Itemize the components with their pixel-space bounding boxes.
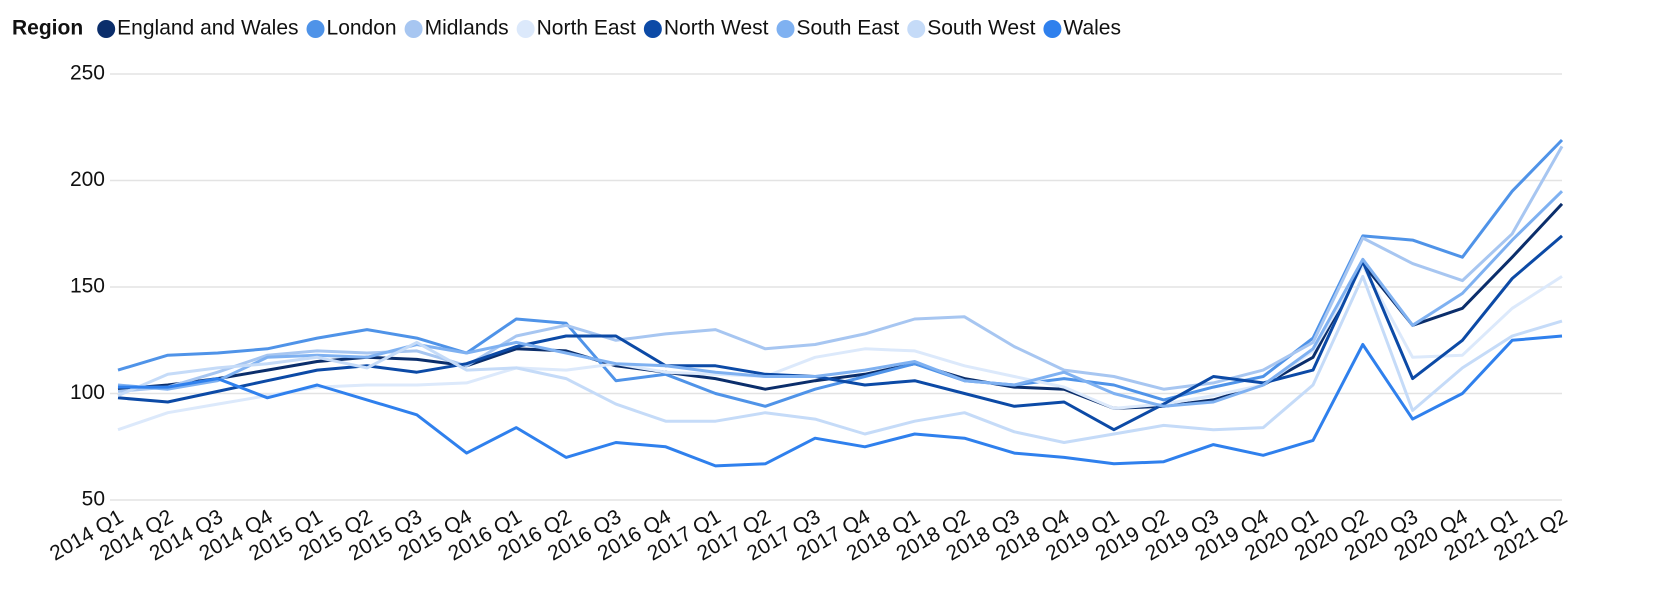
legend-label: South East [797,17,900,40]
series-line [117,138,1564,408]
legend-marker [776,20,795,38]
legend-label: England and Wales [117,17,298,40]
series-line [117,145,1564,393]
y-tick-label: 200 [70,168,105,191]
series-line [117,190,1564,408]
legend-label: South West [927,17,1035,40]
legend-marker [643,20,662,38]
y-tick-label: 50 [82,488,105,511]
legend-label: North East [537,17,636,40]
legend-marker [404,20,423,38]
legend-title: Region [12,17,83,40]
series-line [117,274,1563,444]
legend-marker [907,20,926,38]
y-tick-label: 100 [70,381,105,404]
series-line [118,334,1563,468]
y-tick-label: 150 [70,275,105,298]
legend-label: Midlands [425,17,509,40]
y-tick-label: 250 [70,62,105,85]
legend-marker [97,20,116,38]
legend-marker [306,20,325,38]
legend-label: London [327,17,397,40]
legend-label: North West [664,17,769,40]
legend-marker [1043,20,1062,38]
legend-marker [516,20,535,38]
series-line [117,234,1563,432]
legend-label: Wales [1063,17,1121,40]
